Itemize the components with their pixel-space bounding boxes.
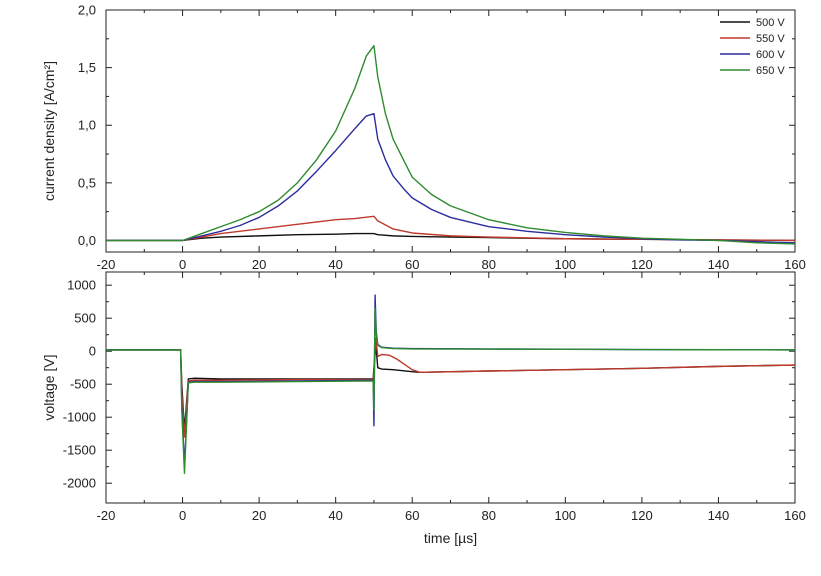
x-tick-label: 40	[328, 508, 342, 523]
y-tick-label: 0,5	[78, 175, 96, 190]
y-tick-label: -500	[70, 377, 96, 392]
y-tick-label: 1,0	[78, 118, 96, 133]
y-tick-label: 0,0	[78, 233, 96, 248]
x-tick-label: 100	[554, 257, 576, 272]
top-y-axis-ticks: 0,0 0,5 1,0 1,5 2,0	[78, 3, 795, 248]
series-line-650v	[106, 45, 796, 245]
bottom-y-axis-ticks: -2000 -1500 -1000 -500 0 500 1000	[63, 278, 795, 491]
x-tick-label: -20	[97, 257, 116, 272]
x-tick-label: 160	[784, 508, 806, 523]
x-tick-label: 60	[405, 257, 419, 272]
y-tick-label: 1000	[67, 278, 96, 293]
legend-label: 600 V	[756, 49, 785, 61]
series-line-600v	[106, 113, 796, 244]
x-tick-label: 120	[631, 508, 653, 523]
x-tick-label: 100	[554, 508, 576, 523]
legend-label: 500 V	[756, 17, 785, 29]
x-tick-label: 140	[708, 508, 730, 523]
x-tick-label: 160	[784, 257, 806, 272]
voltage-panel: -20 0 20 40 60 80 100 120 140 160 -2000 -1500 -1000…	[41, 271, 806, 546]
x-tick-label: 120	[631, 257, 653, 272]
x-tick-label: 0	[179, 508, 186, 523]
top-plot-frame	[105, 9, 796, 253]
legend-label: 650 V	[756, 65, 785, 77]
x-tick-label: 80	[482, 257, 496, 272]
x-tick-label: 80	[482, 508, 496, 523]
top-x-axis-ticks: -20 0 20 40 60 80 100 120 140 160	[97, 10, 806, 272]
y-tick-label: 2,0	[78, 3, 96, 18]
x-tick-label: -20	[97, 508, 116, 523]
bottom-plot-frame	[105, 271, 796, 504]
top-y-axis-title: current density [A/cm²]	[41, 61, 57, 201]
y-tick-label: 500	[74, 311, 96, 326]
legend: 500 V 550 V 600 V 650 V	[720, 17, 785, 77]
x-tick-label: 140	[708, 257, 730, 272]
y-tick-label: 1,5	[78, 60, 96, 75]
y-tick-label: -2000	[63, 476, 96, 491]
legend-label: 550 V	[756, 33, 785, 45]
top-series-lines	[106, 45, 796, 245]
y-tick-label: -1500	[63, 443, 96, 458]
series-line-550v	[106, 215, 796, 242]
bottom-x-axis-ticks: -20 0 20 40 60 80 100 120 140 160	[97, 272, 806, 523]
series-line-650v	[106, 307, 796, 474]
bottom-x-axis-title: time [µs]	[424, 530, 477, 546]
x-tick-label: 20	[252, 257, 266, 272]
y-tick-label: -1000	[63, 410, 96, 425]
series-line-550v	[106, 337, 796, 438]
y-tick-label: 0	[89, 344, 96, 359]
series-line-500v	[106, 343, 796, 432]
x-tick-label: 40	[328, 257, 342, 272]
x-tick-label: 60	[405, 508, 419, 523]
current-density-panel: -20 0 20 40 60 80 100 120 140 160 0,0 0,5 1,0 1,5 2,0…	[41, 3, 806, 273]
x-tick-label: 20	[252, 508, 266, 523]
bottom-y-axis-title: voltage [V]	[41, 354, 57, 420]
series-line-600v	[106, 294, 796, 468]
bottom-series-lines	[106, 294, 796, 474]
x-tick-label: 0	[179, 257, 186, 272]
